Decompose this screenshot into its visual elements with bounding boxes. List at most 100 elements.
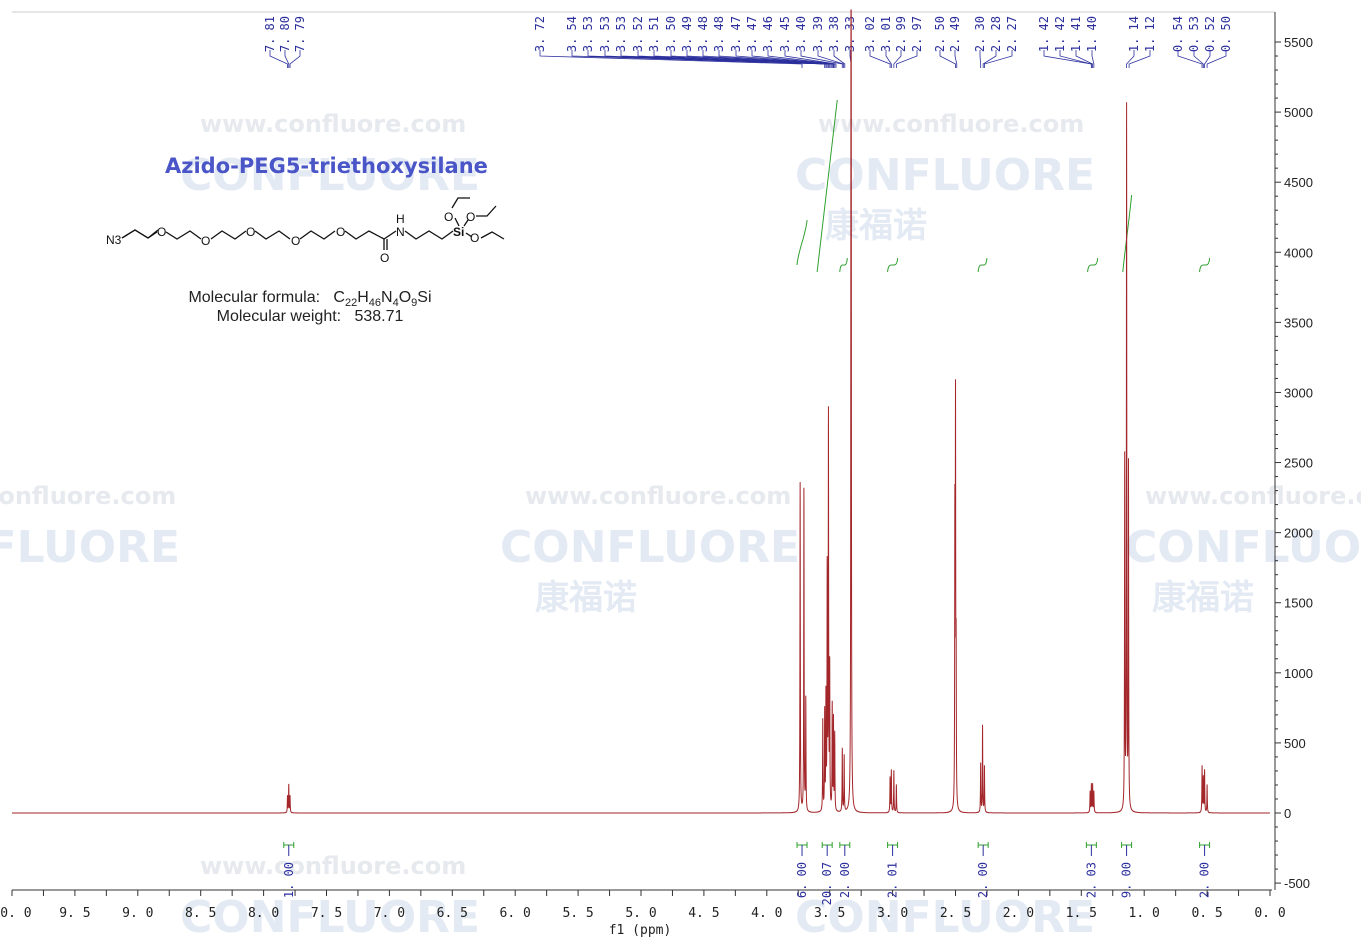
x-tick-label: 3. 0 [877, 906, 908, 921]
y-tick-label: 1000 [1284, 666, 1313, 681]
peak-label-leader [670, 50, 831, 68]
peak-label-leader [1059, 50, 1092, 68]
peak-label-leader [269, 50, 288, 68]
peak-label-leader [653, 50, 829, 68]
peak-label: 1. 14 [1127, 16, 1141, 52]
peak-label: 7. 80 [278, 16, 292, 52]
peak-label: 3. 50 [664, 16, 678, 52]
molecule-atom-labels: N3 O O O O O O N H Si O O O [106, 210, 479, 265]
peak-label-leader [885, 50, 892, 68]
x-tick-label: 3. 5 [814, 906, 845, 921]
x-tick-label: 0. 5 [1191, 906, 1222, 921]
compound-name: Azido-PEG5-triethoxysilane [165, 154, 488, 178]
y-tick-label: 500 [1284, 736, 1306, 751]
peak-label: 7. 79 [293, 16, 307, 52]
peak-label: 3. 54 [565, 16, 579, 52]
peak-label: 2. 30 [973, 16, 987, 52]
molecule-structure [121, 197, 505, 250]
atom-n3: N3 [106, 233, 122, 247]
peak-label-leader [751, 50, 834, 68]
integral-value: 2. 00 [976, 862, 990, 898]
x-tick-label: 8. 0 [248, 906, 279, 921]
peak-label: 2. 99 [894, 16, 908, 52]
x-tick-label: 8. 5 [185, 906, 216, 921]
peak-label: 2. 97 [910, 16, 924, 52]
y-tick-label: 2000 [1284, 526, 1313, 541]
peak-label: 3. 53 [581, 16, 595, 52]
peak-label: 1. 42 [1037, 16, 1051, 52]
y-tick-label: 4500 [1284, 175, 1313, 190]
integral-curve [887, 257, 899, 273]
integral-value: 2. 00 [1198, 862, 1212, 898]
peak-label: 0. 54 [1171, 16, 1185, 52]
peak-label: 3. 47 [745, 16, 759, 52]
peak-label-leader [979, 50, 982, 68]
x-tick-label: 4. 5 [688, 906, 719, 921]
peak-label-leader [1206, 50, 1227, 68]
peak-label-leader [954, 50, 958, 68]
peak-label-leader [939, 50, 956, 68]
integral-value: 1. 00 [282, 862, 296, 898]
atom-o: O [157, 225, 166, 239]
integral-curve [816, 99, 838, 273]
peak-label-leader [833, 50, 846, 68]
peak-label-leader [1177, 50, 1203, 68]
peak-label-leader [718, 50, 833, 68]
x-tick-label: 2. 0 [1003, 906, 1034, 921]
x-tick-label: 7. 0 [374, 906, 405, 921]
x-tick-label: 0. 0 [1254, 906, 1285, 921]
y-tick-label: 5000 [1284, 105, 1313, 120]
spectrum-line [12, 9, 1270, 814]
y-tick-label: 3000 [1284, 385, 1313, 400]
peak-label: 1. 41 [1069, 16, 1083, 52]
peak-label: 2. 50 [933, 16, 947, 52]
peak-label-leader [1091, 50, 1095, 68]
peak-label: 2. 28 [989, 16, 1003, 52]
peak-label-leader [289, 50, 301, 68]
peak-label-leader [767, 50, 836, 68]
peak-label-leader [982, 50, 997, 68]
integral-curve [796, 219, 808, 266]
peak-label-leader [686, 50, 832, 68]
integral-value: 9. 00 [1120, 862, 1134, 898]
peak-label: 2. 27 [1005, 16, 1019, 52]
x-tick-label: 1. 5 [1066, 906, 1097, 921]
y-tick-label: 5500 [1284, 35, 1313, 50]
peak-label-leader [893, 50, 902, 68]
peak-label: 1. 12 [1143, 16, 1157, 52]
integral-value: 2. 01 [886, 862, 900, 898]
integral-curve [1199, 257, 1211, 273]
x-tick-label: 2. 5 [940, 906, 971, 921]
peak-label-leader [869, 50, 891, 68]
peak-label: 3. 53 [614, 16, 628, 52]
integral-value: 20. 07 [820, 862, 834, 905]
peak-label: 3. 47 [729, 16, 743, 52]
atom-o: O [201, 234, 210, 248]
atom-o: O [291, 234, 300, 248]
peak-label: 3. 48 [712, 16, 726, 52]
x-axis-label: f1 (ppm) [609, 923, 672, 938]
x-tick-label: 1. 0 [1129, 906, 1160, 921]
y-tick-label: 0 [1284, 806, 1291, 821]
peak-label-leader [895, 50, 918, 68]
x-tick-label: 10. 0 [0, 906, 32, 921]
integral-curve [977, 257, 988, 273]
x-tick-label: 9. 5 [59, 906, 90, 921]
integral-curve [1122, 194, 1133, 273]
peak-label: 3. 39 [811, 16, 825, 52]
formula-label: Molecular formula: [188, 289, 321, 306]
atom-o: O [246, 225, 255, 239]
peak-label: 3. 51 [647, 16, 661, 52]
peak-label: 3. 45 [778, 16, 792, 52]
molecular-formula: Molecular formula: C22H46N4O9Si [150, 289, 470, 309]
peak-label: 3. 48 [696, 16, 710, 52]
y-tick-label: -500 [1284, 876, 1310, 891]
peak-label-leader [1204, 50, 1211, 68]
formula-value: C22H46N4O9Si [333, 289, 432, 310]
peak-label: 0. 52 [1203, 16, 1217, 52]
atom-o: O [466, 210, 475, 224]
x-axis: 10. 0 9. 5 9. 0 8. 5 8. 0 7. 5 7. 0 6. 5 6. 0 5. … [0, 889, 1286, 921]
peak-label-leader [1128, 50, 1151, 68]
peak-label-leader [800, 50, 843, 68]
y-tick-label: 3500 [1284, 315, 1313, 330]
